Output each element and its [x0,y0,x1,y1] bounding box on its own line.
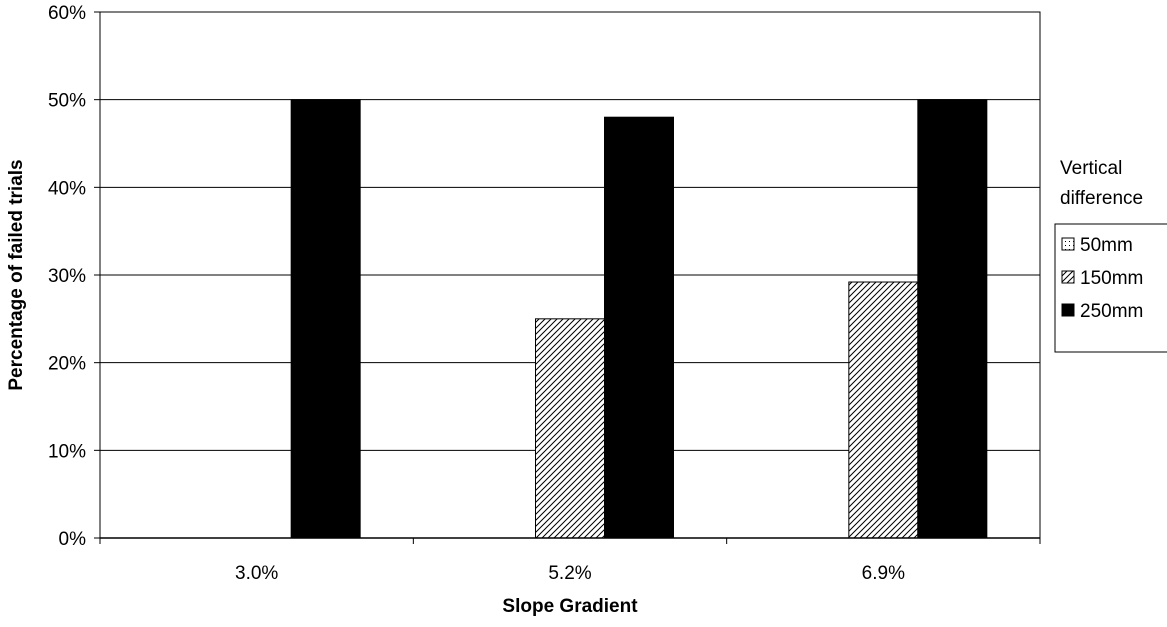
axis-labels: 0% 10% 20% 30% 40% 50% 60% 3.0% 5.2% 6.9% Slope Gr… [6,3,905,617]
axes [94,11,1041,544]
legend-swatch-150mm [1061,270,1075,284]
legend: Vertical difference 50mm 150mm 250mm [1054,158,1167,353]
legend-swatch-250mm [1061,303,1075,317]
legend-label-50mm: 50mm [1080,235,1133,256]
bars [290,99,988,539]
x-axis-title: Slope Gradient [502,596,638,617]
legend-title-line-2: difference [1060,188,1143,209]
x-tick-label: 6.9% [862,563,905,584]
bar-150mm-5.2% [535,318,605,539]
legend-label-250mm: 250mm [1080,301,1143,322]
bar-250mm-3.0% [290,99,361,539]
bar-250mm-6.9% [917,99,988,539]
y-tick-label: 0% [59,529,87,550]
bar-250mm-5.2% [604,116,674,539]
y-tick-label: 20% [48,354,86,375]
x-tick-label: 5.2% [548,563,591,584]
legend-label-150mm: 150mm [1080,268,1143,289]
legend-title-line-1: Vertical [1060,158,1122,179]
bar-150mm-6.9% [848,281,919,539]
y-tick-label: 30% [48,266,86,287]
y-tick-label: 10% [48,441,86,462]
legend-swatch-50mm [1061,237,1075,251]
y-axis-title: Percentage of failed trials [6,159,27,390]
x-tick-label: 3.0% [235,563,278,584]
y-tick-label: 40% [48,178,86,199]
y-tick-label: 50% [48,91,86,112]
y-tick-label: 60% [48,3,86,24]
